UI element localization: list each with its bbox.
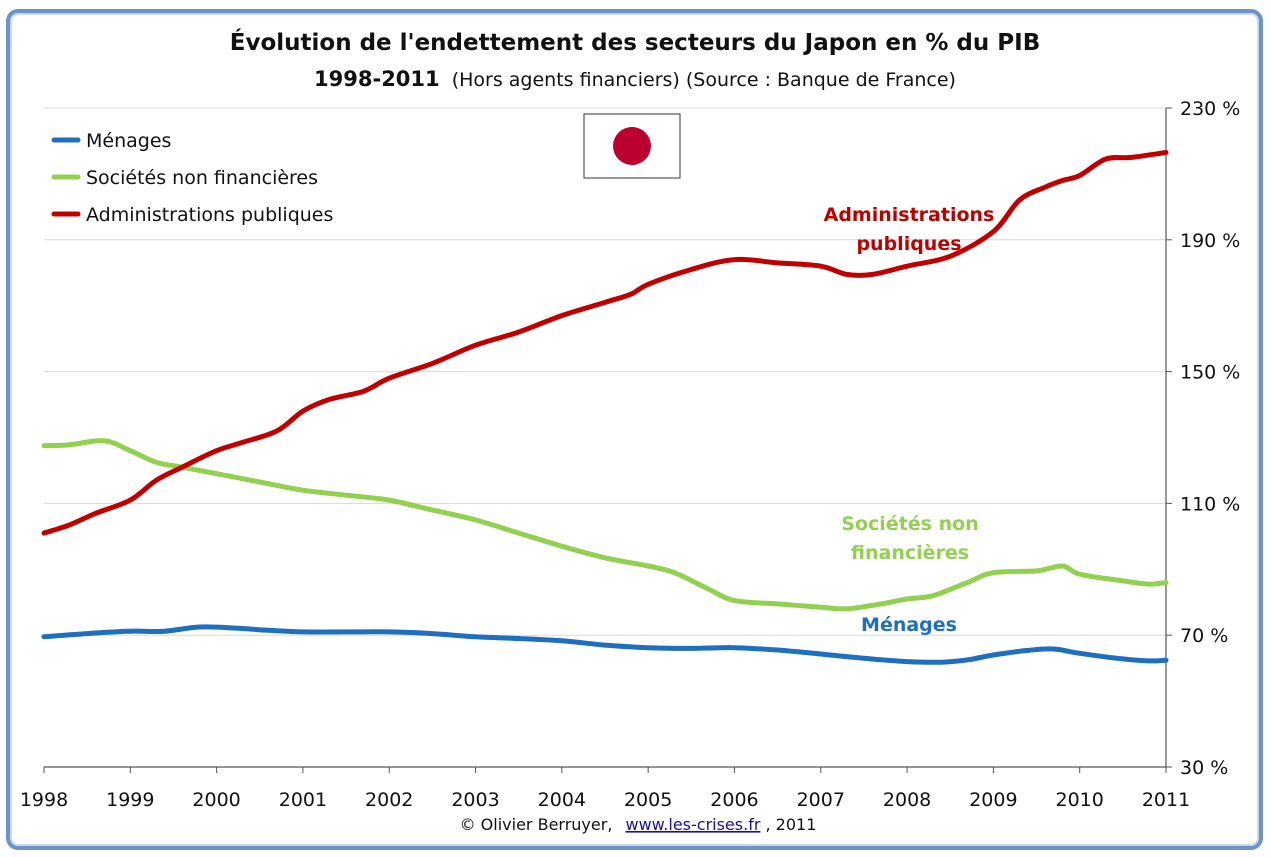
series-line-societes-non-financieres xyxy=(41,438,1169,612)
x-tick-label-2006: 2006 xyxy=(710,789,758,811)
x-tick-label-2001: 2001 xyxy=(279,789,327,811)
chart-subtitle: 1998-2011 (Hors agents financiers) (Sour… xyxy=(314,67,956,91)
series-lines xyxy=(41,150,1169,665)
annotation-menages: Ménages xyxy=(861,614,957,636)
series-line-menages xyxy=(41,624,1169,665)
y-tick-label-230: 230 % xyxy=(1180,98,1240,120)
y-tick-label-110: 110 % xyxy=(1180,493,1240,515)
series-line-administrations-publiques xyxy=(41,150,1169,536)
x-tick-label-2009: 2009 xyxy=(969,789,1017,811)
subtitle-source: (Hors agents financiers) (Source : Banqu… xyxy=(452,69,956,91)
subtitle-years: 1998-2011 xyxy=(314,67,440,91)
x-tick-label-2010: 2010 xyxy=(1056,789,1104,811)
legend-label-administrations-publiques: Administrations publiques xyxy=(86,204,333,226)
y-tick-label-150: 150 % xyxy=(1180,362,1240,384)
x-tick-label-2000: 2000 xyxy=(192,789,240,811)
footer-author: © Olivier Berruyer, xyxy=(460,815,613,834)
chart-title: Évolution de l'endettement des secteurs … xyxy=(230,28,1040,56)
x-tick-label-2004: 2004 xyxy=(538,789,586,811)
x-tick-label-2007: 2007 xyxy=(797,789,845,811)
footer-credit: © Olivier Berruyer, www.les-crises.fr , … xyxy=(460,815,817,834)
legend-label-menages: Ménages xyxy=(86,130,171,152)
y-tick-label-190: 190 % xyxy=(1180,230,1240,252)
y-tick-label-70: 70 % xyxy=(1180,625,1228,647)
axes: 230 % 190 % 150 % 110 % 70 % 30 % 1998 1999 2000… xyxy=(20,98,1241,811)
x-tick-label-1999: 1999 xyxy=(106,789,154,811)
annotation-administrations-publiques: Administrations publiques xyxy=(824,204,995,255)
legend-label-societes-non-financieres: Sociétés non financières xyxy=(86,167,318,189)
footer-link[interactable]: www.les-crises.fr xyxy=(626,815,761,834)
annotation-societes-non-financieres: Sociétés non financières xyxy=(841,513,978,564)
x-tick-label-2008: 2008 xyxy=(883,789,931,811)
x-tick-label-2003: 2003 xyxy=(451,789,499,811)
legend: Ménages Sociétés non financières Administr… xyxy=(51,130,333,226)
series-annotations: Ménages Sociétés non financières Administra… xyxy=(824,204,995,636)
x-tick-label-2002: 2002 xyxy=(365,789,413,811)
footer-year: , 2011 xyxy=(766,815,817,834)
x-tick-label-2011: 2011 xyxy=(1142,789,1190,811)
x-tick-label-2005: 2005 xyxy=(624,789,672,811)
japan-flag-icon xyxy=(583,113,681,179)
y-tick-label-30: 30 % xyxy=(1180,757,1228,779)
x-tick-label-1998: 1998 xyxy=(20,789,68,811)
